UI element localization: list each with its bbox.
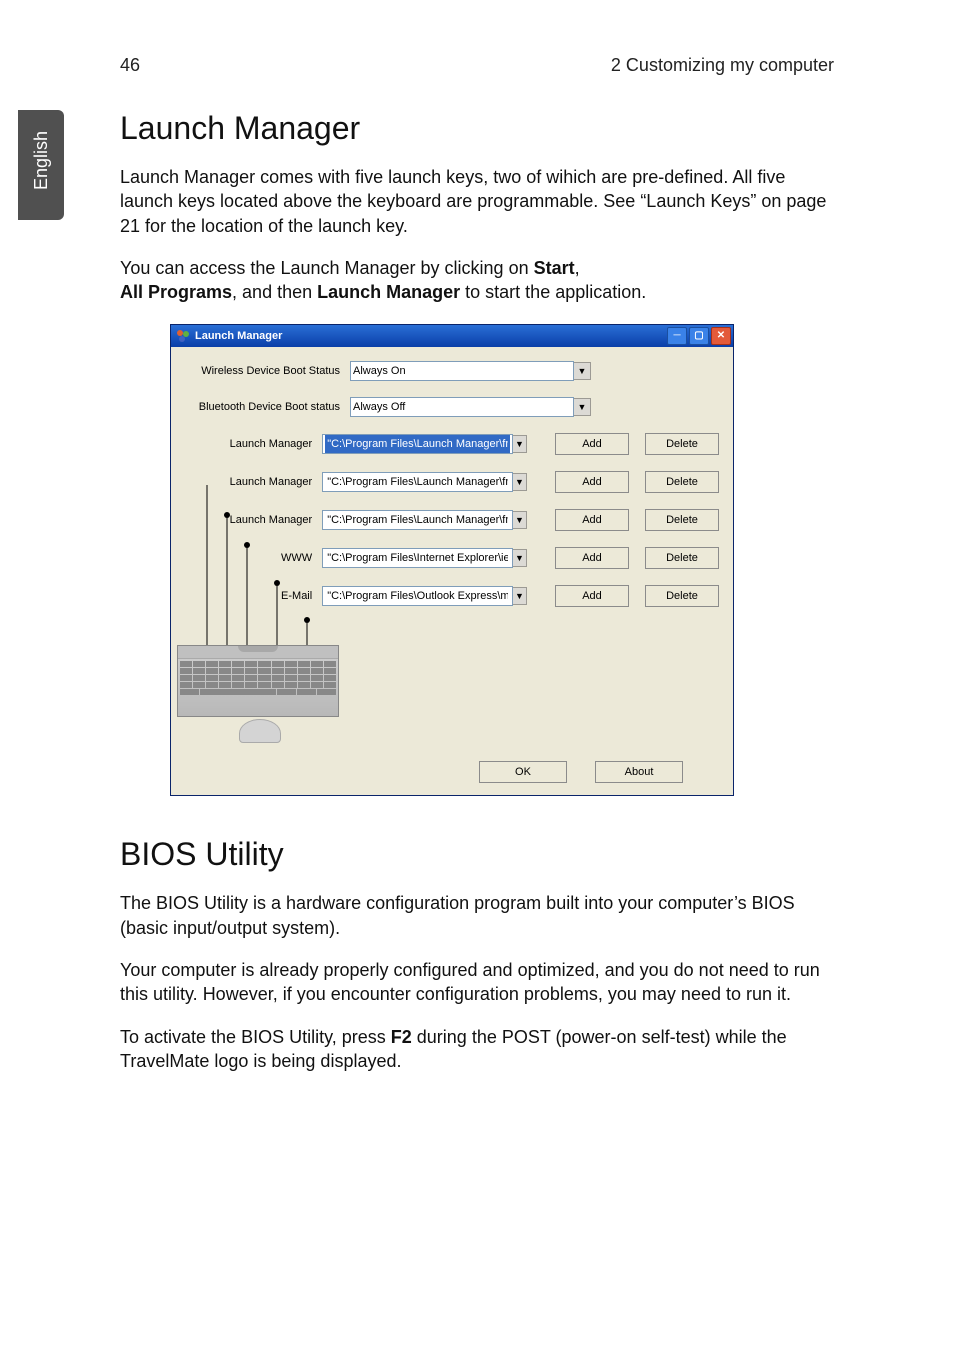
chevron-down-icon[interactable]: ▼ (512, 473, 527, 491)
row-key-1: Launch Manager ▼ Add Delete (185, 471, 719, 493)
chevron-down-icon[interactable]: ▼ (512, 435, 527, 453)
paragraph-lm-access: You can access the Launch Manager by cli… (120, 256, 840, 305)
label-wireless: Wireless Device Boot Status (185, 365, 350, 378)
row-key-4: E-Mail ▼ Add Delete (185, 585, 719, 607)
touchpad-graphic (239, 719, 281, 743)
input-key-1[interactable] (325, 473, 510, 491)
heading-launch-manager: Launch Manager (120, 110, 840, 147)
heading-bios-utility: BIOS Utility (120, 836, 840, 873)
select-wireless[interactable]: Always On (350, 361, 574, 381)
text-launch-manager: Launch Manager (317, 282, 460, 302)
titlebar[interactable]: Launch Manager ─ ▢ ✕ (171, 325, 733, 347)
combo-key-2[interactable] (322, 510, 513, 530)
combo-key-3[interactable] (322, 548, 513, 568)
maximize-button[interactable]: ▢ (689, 327, 709, 345)
delete-button[interactable]: Delete (645, 509, 719, 531)
page: English 46 2 Customizing my computer Lau… (0, 0, 954, 1369)
ok-button[interactable]: OK (479, 761, 567, 783)
input-key-4[interactable] (325, 587, 510, 605)
combo-key-1[interactable] (322, 472, 513, 492)
select-wireless-value: Always On (353, 365, 406, 377)
chevron-down-icon[interactable]: ▼ (512, 511, 527, 529)
content-area: Launch Manager Launch Manager comes with… (120, 110, 840, 1091)
row-bluetooth: Bluetooth Device Boot status Always Off … (185, 397, 719, 417)
chevron-down-icon[interactable]: ▼ (573, 362, 591, 380)
text-fragment: You can access the Launch Manager by cli… (120, 258, 534, 278)
keyboard-callout (177, 645, 342, 745)
delete-button[interactable]: Delete (645, 547, 719, 569)
select-bluetooth-value: Always Off (353, 401, 405, 413)
window-footer: OK About (171, 761, 733, 783)
input-key-3[interactable] (325, 549, 510, 567)
input-key-0[interactable] (325, 435, 510, 453)
label-key-3: WWW (185, 552, 322, 565)
chevron-down-icon[interactable]: ▼ (512, 549, 527, 567)
paragraph-bios-3: To activate the BIOS Utility, press F2 d… (120, 1025, 840, 1074)
combo-key-0[interactable] (322, 434, 513, 454)
chevron-down-icon[interactable]: ▼ (573, 398, 591, 416)
text-all-programs: All Programs (120, 282, 232, 302)
label-key-0: Launch Manager (185, 438, 322, 451)
window-body: Wireless Device Boot Status Always On ▼ … (171, 347, 733, 795)
row-wireless: Wireless Device Boot Status Always On ▼ (185, 361, 719, 381)
keyboard-graphic (177, 645, 339, 717)
text-fragment: , (575, 258, 580, 278)
select-bluetooth[interactable]: Always Off (350, 397, 574, 417)
text-fragment: to start the application. (460, 282, 646, 302)
minimize-button[interactable]: ─ (667, 327, 687, 345)
add-button[interactable]: Add (555, 547, 629, 569)
add-button[interactable]: Add (555, 509, 629, 531)
delete-button[interactable]: Delete (645, 585, 719, 607)
page-number: 46 (120, 55, 140, 76)
about-button[interactable]: About (595, 761, 683, 783)
paragraph-bios-1: The BIOS Utility is a hardware configura… (120, 891, 840, 940)
row-key-3: WWW ▼ Add Delete (185, 547, 719, 569)
language-tab: English (18, 110, 64, 220)
text-start: Start (534, 258, 575, 278)
delete-button[interactable]: Delete (645, 433, 719, 455)
add-button[interactable]: Add (555, 433, 629, 455)
paragraph-bios-2: Your computer is already properly config… (120, 958, 840, 1007)
input-key-2[interactable] (325, 511, 510, 529)
chevron-down-icon[interactable]: ▼ (512, 587, 527, 605)
text-fragment: To activate the BIOS Utility, press (120, 1027, 391, 1047)
label-key-2: Launch Manager (185, 514, 322, 527)
launch-manager-window: Launch Manager ─ ▢ ✕ Wireless Device Boo… (170, 324, 734, 796)
window-title: Launch Manager (195, 330, 667, 342)
row-key-0: Launch Manager ▼ Add Delete (185, 433, 719, 455)
label-key-1: Launch Manager (185, 476, 322, 489)
label-key-4: E-Mail (185, 590, 322, 603)
label-bluetooth: Bluetooth Device Boot status (185, 401, 350, 414)
add-button[interactable]: Add (555, 471, 629, 493)
close-button[interactable]: ✕ (711, 327, 731, 345)
chapter-title: 2 Customizing my computer (611, 55, 834, 76)
text-fragment: , and then (232, 282, 317, 302)
add-button[interactable]: Add (555, 585, 629, 607)
paragraph-lm-intro: Launch Manager comes with five launch ke… (120, 165, 840, 238)
row-key-2: Launch Manager ▼ Add Delete (185, 509, 719, 531)
app-icon (175, 328, 191, 344)
combo-key-4[interactable] (322, 586, 513, 606)
text-f2: F2 (391, 1027, 412, 1047)
delete-button[interactable]: Delete (645, 471, 719, 493)
